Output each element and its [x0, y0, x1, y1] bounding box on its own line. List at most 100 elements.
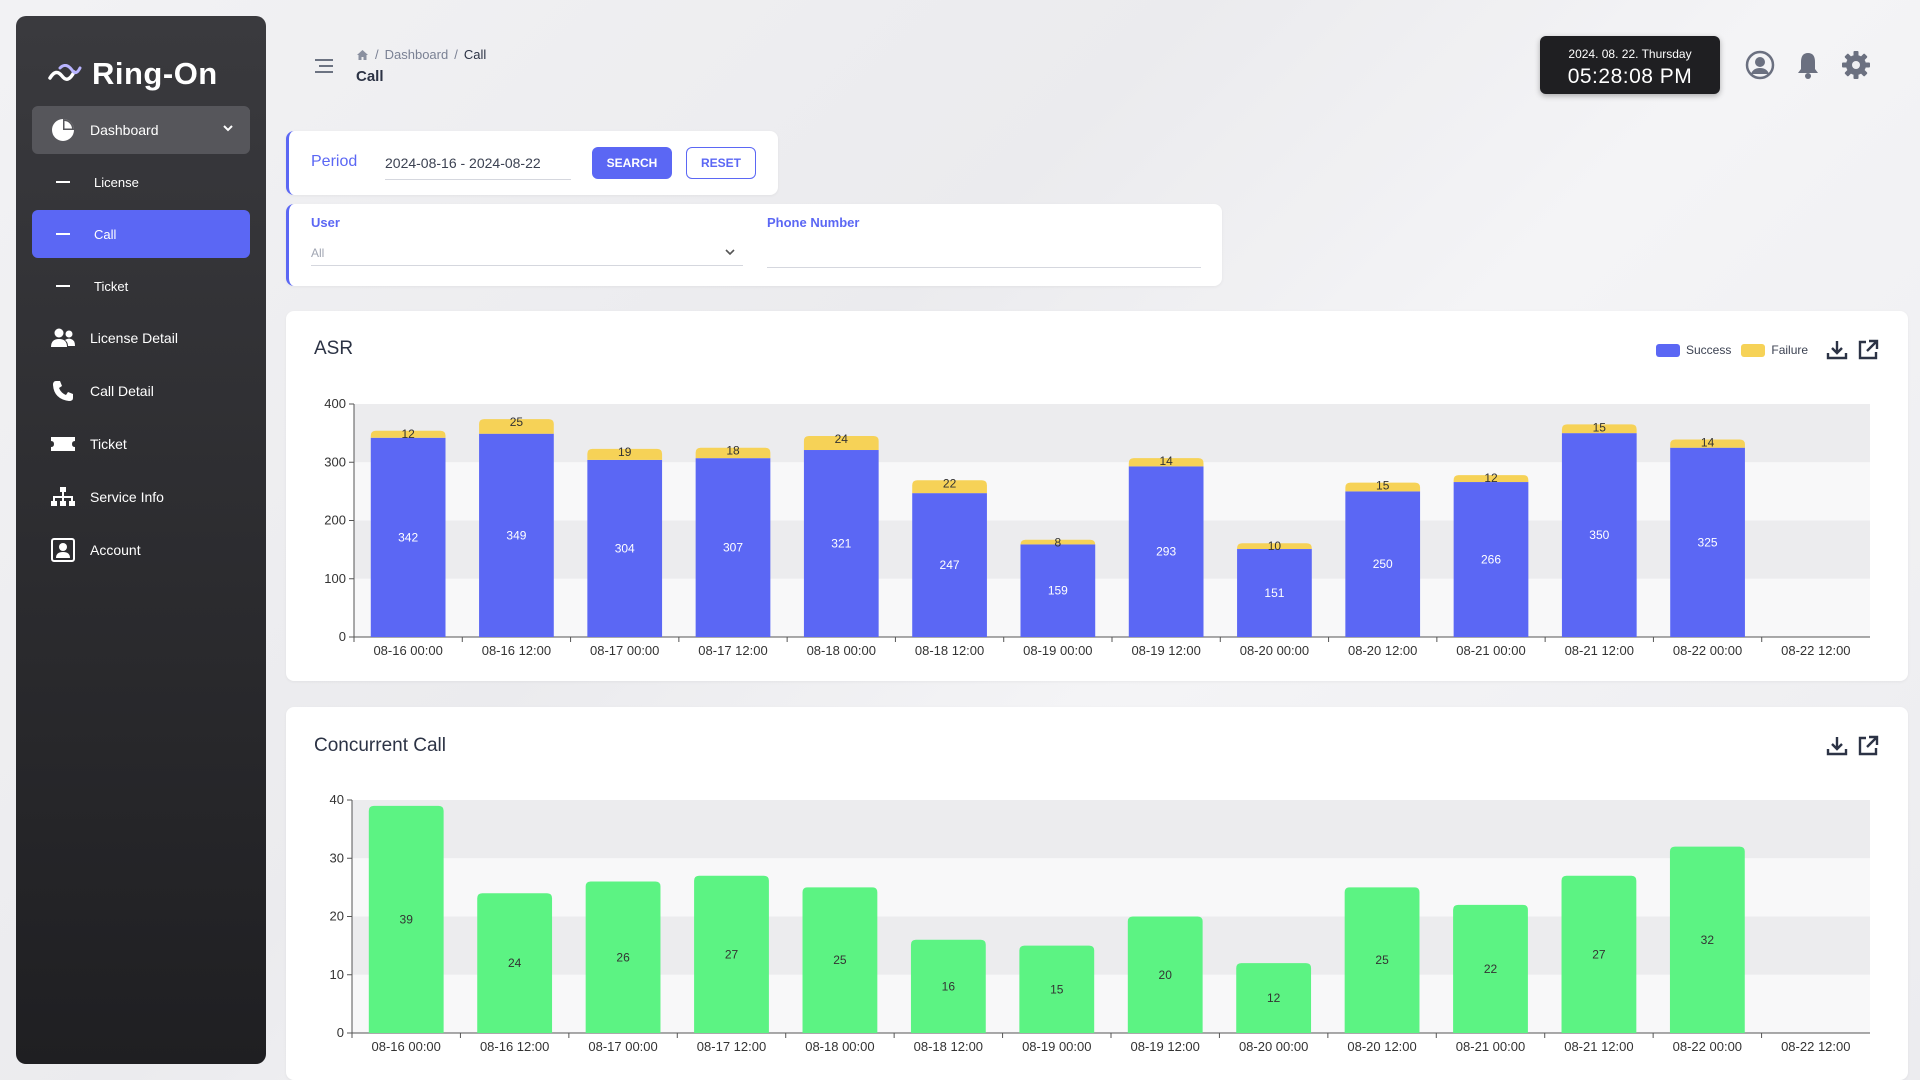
sidebar-item-label: License Detail: [90, 330, 178, 346]
sidebar-item-label: License: [94, 174, 139, 190]
user-label: User: [311, 215, 340, 230]
x-tick-label: 08-22 00:00: [1673, 1039, 1742, 1054]
bar-failure-label: 22: [943, 476, 957, 490]
sidebar-item-license-detail[interactable]: License Detail: [32, 314, 250, 362]
bar-success: [1128, 466, 1204, 637]
download-icon[interactable]: [1826, 735, 1848, 757]
bar-success: [1670, 447, 1745, 637]
x-tick-label: 08-22 00:00: [1673, 643, 1742, 658]
bar-concurrent: [694, 875, 769, 1033]
sidebar-item-call-detail[interactable]: Call Detail: [32, 367, 250, 415]
sidebar-item-license[interactable]: License: [32, 158, 250, 206]
breadcrumb-separator: /: [375, 47, 379, 62]
bar-concurrent-label: 24: [508, 956, 522, 970]
bar-success-label: 349: [506, 528, 526, 542]
bar-success: [1345, 491, 1421, 637]
bar-concurrent-label: 25: [833, 953, 847, 967]
sidebar-item-ticket[interactable]: Ticket: [32, 420, 250, 468]
dash-icon: [56, 285, 70, 287]
ticket-icon: [50, 431, 76, 457]
bar-concurrent-label: 39: [400, 912, 414, 926]
dash-icon: [56, 181, 70, 183]
sidebar-item-label: Service Info: [90, 489, 164, 505]
sidebar-item-label: Account: [90, 542, 141, 558]
x-tick-label: 08-18 12:00: [915, 643, 984, 658]
breadcrumb: / Dashboard / Call: [356, 47, 486, 62]
bar-success: [1020, 544, 1096, 637]
y-tick-label: 0: [339, 629, 346, 644]
menu-toggle-icon[interactable]: [314, 58, 334, 74]
x-tick-label: 08-21 00:00: [1456, 1039, 1525, 1054]
y-tick-label: 40: [330, 792, 344, 807]
legend-success-label[interactable]: Success: [1686, 343, 1732, 357]
x-tick-label: 08-16 12:00: [480, 1039, 549, 1054]
period-card: Period 2024-08-16 - 2024-08-22 SEARCH RE…: [286, 131, 778, 195]
sidebar-item-call[interactable]: Call: [32, 210, 250, 258]
bar-concurrent: [1561, 875, 1637, 1033]
pie-chart-icon: [50, 117, 76, 143]
sidebar-item-account[interactable]: Account: [32, 526, 250, 574]
sidebar-item-dashboard[interactable]: Dashboard: [32, 106, 250, 154]
logo[interactable]: Ring-On: [48, 56, 218, 92]
bar-failure: [1561, 424, 1637, 434]
bar-concurrent: [1669, 846, 1745, 1033]
user-select-value: All: [311, 246, 325, 260]
breadcrumb-dashboard[interactable]: Dashboard: [384, 47, 449, 62]
user-select[interactable]: All: [311, 240, 743, 266]
x-tick-label: 08-18 00:00: [805, 1039, 874, 1054]
grid-band: [354, 520, 1870, 579]
bar-failure-label: 15: [1376, 479, 1390, 493]
phone-number-input[interactable]: [767, 242, 1201, 268]
period-date-range-input[interactable]: 2024-08-16 - 2024-08-22: [385, 155, 571, 180]
x-tick-label: 08-19 12:00: [1131, 1039, 1200, 1054]
sidebar-item-service-info[interactable]: Service Info: [32, 473, 250, 521]
bar-concurrent-label: 16: [942, 979, 956, 993]
phone-icon: [50, 378, 76, 404]
grid-band: [354, 404, 1870, 463]
search-button[interactable]: SEARCH: [592, 147, 672, 179]
bar-failure-label: 10: [1268, 539, 1282, 553]
x-tick-label: 08-21 12:00: [1564, 1039, 1633, 1054]
bar-concurrent-label: 20: [1159, 968, 1173, 982]
legend-failure-label[interactable]: Failure: [1771, 343, 1809, 357]
x-tick-label: 08-22 12:00: [1781, 643, 1850, 658]
sidebar-item-label: Ticket: [94, 278, 129, 294]
grid-band: [354, 578, 1870, 637]
bar-success-label: 325: [1698, 535, 1718, 549]
x-tick-label: 08-20 00:00: [1240, 643, 1309, 658]
bar-concurrent: [802, 887, 878, 1033]
x-tick-label: 08-16 00:00: [372, 1039, 441, 1054]
sidebar-item-ticket-sub[interactable]: Ticket: [32, 262, 250, 310]
bar-success-label: 293: [1156, 545, 1176, 559]
bar-failure: [1237, 543, 1312, 550]
y-tick-label: 400: [324, 396, 346, 411]
user-profile-icon[interactable]: [1745, 50, 1775, 80]
x-tick-label: 08-16 00:00: [373, 643, 442, 658]
sitemap-icon: [50, 484, 76, 510]
bar-failure: [695, 447, 771, 459]
bar-success-label: 321: [831, 537, 851, 551]
bar-concurrent-label: 26: [616, 950, 630, 964]
bar-success-label: 304: [615, 541, 635, 555]
page-title: Call: [356, 68, 384, 85]
x-tick-label: 08-17 12:00: [697, 1039, 766, 1054]
x-tick-label: 08-20 00:00: [1239, 1039, 1308, 1054]
x-tick-label: 08-17 12:00: [698, 643, 767, 658]
reset-button[interactable]: RESET: [686, 147, 756, 179]
x-tick-label: 08-19 12:00: [1131, 643, 1200, 658]
period-label: Period: [311, 153, 358, 170]
gear-icon[interactable]: [1841, 50, 1871, 80]
bar-failure-label: 12: [1484, 471, 1498, 485]
sidebar-item-label: Dashboard: [90, 122, 159, 138]
x-tick-label: 08-16 12:00: [482, 643, 551, 658]
external-link-icon[interactable]: [1857, 735, 1879, 757]
bar-concurrent: [1236, 963, 1312, 1033]
external-link-icon[interactable]: [1857, 339, 1879, 361]
x-tick-label: 08-21 12:00: [1565, 643, 1634, 658]
phone-number-label: Phone Number: [767, 215, 860, 230]
home-icon[interactable]: [356, 49, 369, 61]
download-icon[interactable]: [1826, 339, 1848, 361]
bar-concurrent-label: 22: [1484, 962, 1498, 976]
bell-icon[interactable]: [1793, 50, 1823, 80]
dash-icon: [56, 233, 70, 235]
